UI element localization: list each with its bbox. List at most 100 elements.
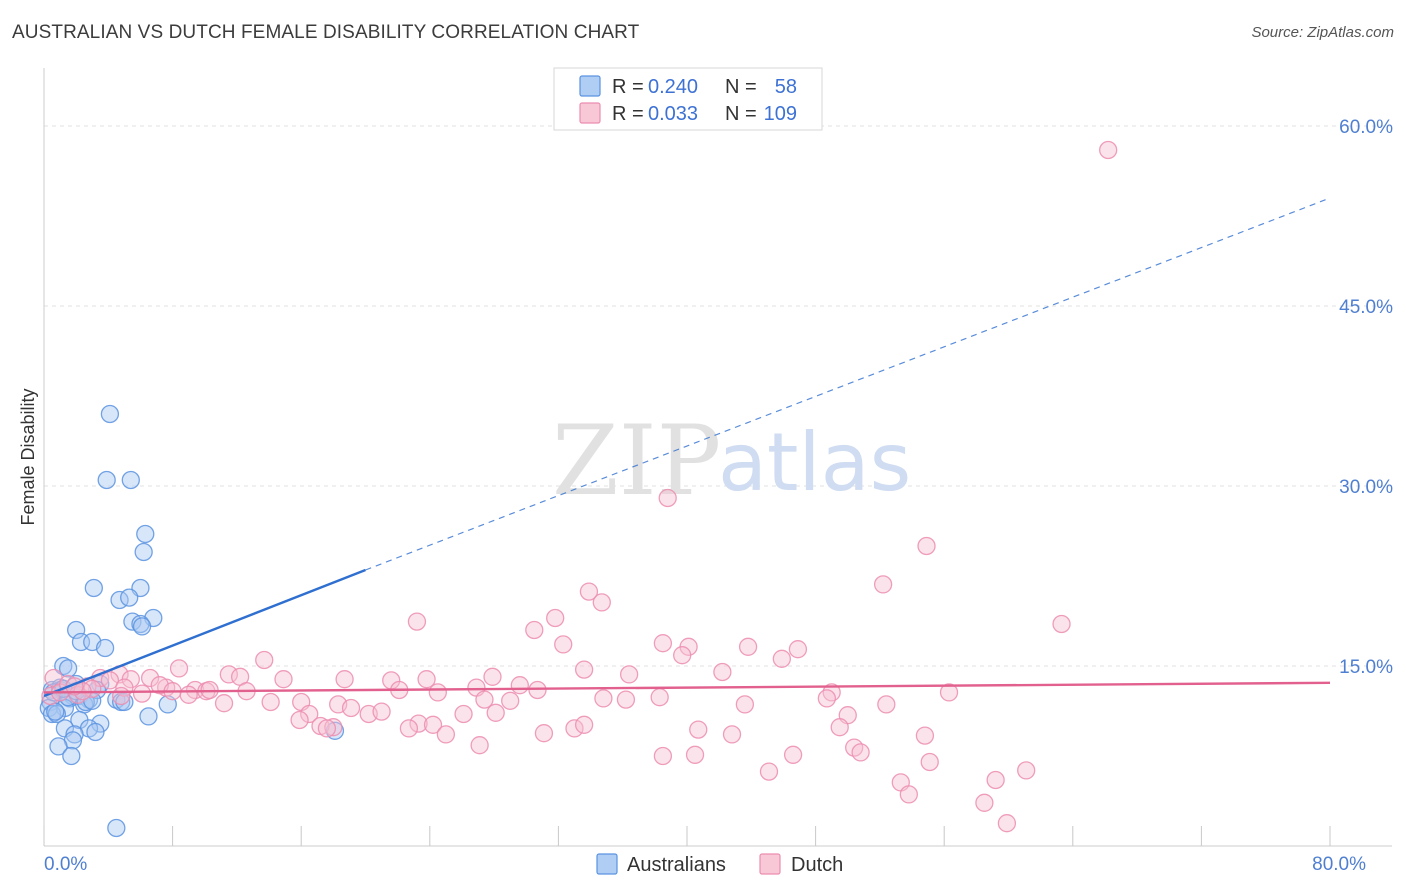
australians-point-35 bbox=[91, 714, 110, 733]
dutch-point-33 bbox=[483, 667, 502, 686]
dutch-point-76 bbox=[534, 724, 554, 743]
dutch-point-84 bbox=[783, 745, 803, 764]
legend-bottom-label-australians: Australians bbox=[627, 854, 726, 876]
dutch-point-65 bbox=[409, 714, 428, 733]
dutch-point-78 bbox=[915, 726, 935, 745]
dutch-point-69 bbox=[689, 720, 708, 739]
dutch-point-43 bbox=[428, 683, 447, 702]
dutch-point-5 bbox=[592, 593, 611, 612]
australians-point-40 bbox=[139, 707, 158, 726]
dutch-point-80 bbox=[317, 719, 337, 738]
dutch-point-10 bbox=[554, 635, 573, 654]
axes bbox=[43, 68, 1392, 847]
dutch-point-81 bbox=[470, 736, 489, 755]
australians-point-15 bbox=[95, 638, 115, 658]
dutch-point-35 bbox=[510, 676, 529, 695]
australians-point-53 bbox=[46, 702, 65, 721]
chart-title: AUSTRALIAN VS DUTCH FEMALE DISABILITY CO… bbox=[12, 22, 640, 43]
dutch-point-1 bbox=[658, 488, 677, 508]
australians-point-12 bbox=[67, 620, 86, 640]
dutch-point-7 bbox=[407, 612, 427, 631]
dutch-point-108 bbox=[112, 686, 131, 706]
dutch-point-88 bbox=[759, 762, 779, 781]
australians-point-4 bbox=[134, 542, 153, 562]
dutch-point-73 bbox=[324, 718, 343, 737]
australians-point-43 bbox=[49, 737, 68, 756]
legend-n-label-1: N = bbox=[725, 76, 757, 98]
dutch-point-94 bbox=[1017, 761, 1036, 780]
y-tick-label-0: 15.0% bbox=[1339, 657, 1393, 678]
dutch-point-67 bbox=[486, 703, 505, 722]
dutch-point-0 bbox=[1099, 140, 1118, 160]
dutch-point-8 bbox=[1052, 614, 1071, 634]
y-tick-label-1: 30.0% bbox=[1339, 477, 1393, 498]
legend-n-value-1: 58 bbox=[775, 76, 797, 98]
dutch-point-62 bbox=[372, 702, 391, 721]
dutch-point-47 bbox=[939, 683, 959, 702]
legend-r-value-1: 0.240 bbox=[648, 76, 698, 98]
australians-point-2 bbox=[121, 470, 140, 490]
australians-point-32 bbox=[42, 704, 62, 724]
gridlines bbox=[44, 125, 1392, 667]
x-tick-label-0: 0.0% bbox=[44, 854, 87, 875]
legend-swatch-australians bbox=[579, 75, 601, 97]
australians-point-55 bbox=[132, 617, 152, 636]
dutch-point-75 bbox=[436, 725, 456, 744]
dutch-point-11 bbox=[653, 634, 673, 653]
dutch-point-44 bbox=[528, 680, 547, 700]
trend-dutch bbox=[43, 681, 1331, 694]
dutch-point-20 bbox=[619, 665, 639, 684]
dutch-point-52 bbox=[341, 698, 361, 718]
dutch-point-60 bbox=[300, 704, 319, 724]
dutch-point-92 bbox=[986, 770, 1005, 790]
watermark-zip: ZIP bbox=[552, 405, 721, 517]
legend-swatch-dutch bbox=[579, 102, 601, 124]
dutch-point-74 bbox=[423, 715, 443, 734]
dutch-point-105 bbox=[179, 685, 198, 704]
trend-lines bbox=[43, 197, 1331, 698]
y-tick-labels: 15.0% 30.0% 45.0% 60.0% bbox=[1339, 117, 1393, 678]
australians-point-38 bbox=[86, 722, 105, 742]
dutch-point-29 bbox=[274, 670, 293, 689]
dutch-point-82 bbox=[653, 746, 673, 766]
dutch-point-83 bbox=[685, 745, 705, 764]
legend-r-label-1: R = bbox=[612, 76, 644, 98]
dutch-point-49 bbox=[616, 690, 636, 709]
dutch-point-102 bbox=[132, 684, 152, 703]
series-dutch bbox=[41, 140, 1118, 833]
australians-point-3 bbox=[136, 524, 155, 544]
dutch-point-4 bbox=[579, 582, 599, 601]
legend-n-label-2: N = bbox=[725, 103, 757, 125]
australians-point-17 bbox=[58, 659, 78, 678]
dutch-point-57 bbox=[735, 695, 755, 714]
data-points bbox=[39, 140, 1118, 838]
dutch-point-32 bbox=[417, 670, 436, 689]
australians-point-0 bbox=[100, 404, 120, 424]
x-tick-label-1: 80.0% bbox=[1312, 854, 1366, 875]
dutch-point-66 bbox=[454, 704, 473, 724]
dutch-point-87 bbox=[920, 752, 939, 772]
legend-n-value-2: 109 bbox=[764, 103, 797, 125]
source-label: Source: ZipAtlas.com bbox=[1251, 24, 1394, 41]
dutch-point-46 bbox=[822, 683, 841, 702]
australians-point-44 bbox=[62, 746, 81, 766]
series-australians bbox=[39, 404, 345, 838]
dutch-point-70 bbox=[722, 725, 742, 744]
dutch-point-77 bbox=[574, 715, 594, 734]
dutch-point-13 bbox=[738, 637, 758, 656]
dutch-point-19 bbox=[574, 660, 594, 679]
legend-r-label-2: R = bbox=[612, 103, 644, 125]
dutch-point-17 bbox=[255, 650, 274, 670]
australians-point-8 bbox=[120, 588, 139, 607]
watermark-atlas: atlas bbox=[718, 416, 911, 509]
dutch-point-2 bbox=[917, 536, 936, 556]
dutch-point-22 bbox=[219, 665, 239, 684]
dutch-point-100 bbox=[100, 671, 120, 690]
dutch-point-25 bbox=[140, 668, 160, 688]
dutch-point-54 bbox=[214, 694, 234, 713]
dutch-point-30 bbox=[335, 670, 354, 689]
australians-point-5 bbox=[84, 578, 103, 598]
dutch-point-45 bbox=[650, 688, 669, 707]
dutch-point-56 bbox=[501, 691, 520, 710]
dutch-point-59 bbox=[877, 695, 896, 714]
